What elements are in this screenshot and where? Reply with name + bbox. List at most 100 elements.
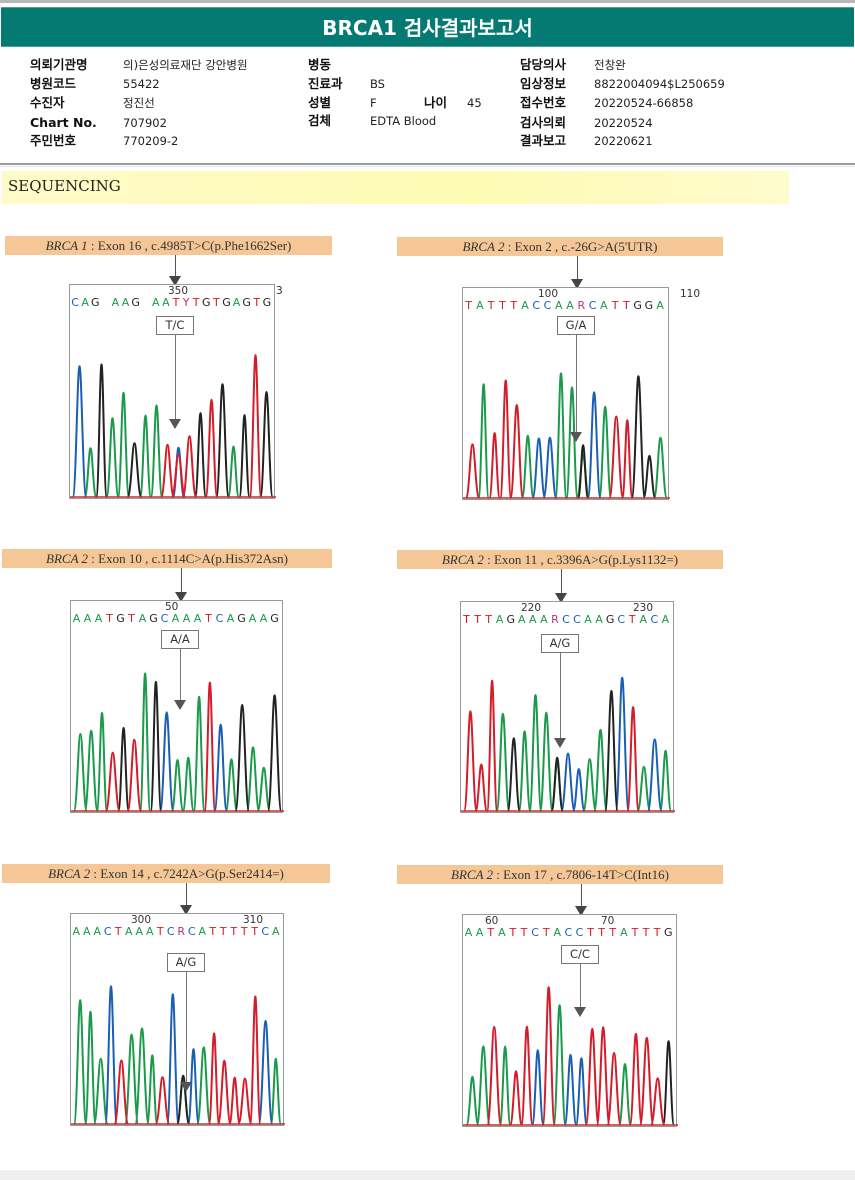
field-label: 진료과 [308,76,343,91]
base-call: A [661,613,670,626]
call-pointer-arrow-icon [174,700,186,710]
base-call: T [653,926,661,939]
base-call: A [198,925,207,938]
base-call: C [588,299,597,312]
base-call: A [540,613,548,626]
base-call: C [617,613,626,626]
base-call: A [248,612,257,625]
field-label: 검체 [308,113,332,128]
variant-description: : Exon 11 , c.3396A>G(p.Lys1132=) [483,552,679,567]
base-call: T [642,926,650,939]
base-call: G [149,612,158,625]
call-pointer-line [175,335,176,420]
base-call: G [116,612,125,625]
base-call: G [506,613,515,626]
base-call: C [71,296,79,309]
base-call: T [487,926,495,939]
call-pointer-line [560,653,561,739]
bottom-strip [0,1170,855,1180]
variant-description: : Exon 14 , c.7242A>G(p.Ser2414=) [90,866,284,881]
genotype-call: T/C [156,316,194,335]
call-pointer-arrow-icon [574,1007,586,1017]
base-call: C [160,612,169,625]
trace-plot [71,985,285,1125]
gene-name: BRCA 2 [462,239,505,254]
base-call: A [464,926,473,939]
base-call: A [124,925,133,938]
base-call: A [111,296,120,309]
trace-g [95,363,274,498]
variant-label: BRCA 2 : Exon 2 , c.-26G>A(5'UTR) [397,237,723,256]
base-call: T [230,925,238,938]
field-value: BS [370,77,385,91]
chromatogram: 60 70 A A T A T T C T A C C T T T A T T T G [462,914,678,1127]
base-call: T [465,299,472,312]
base-call: T [156,925,164,938]
base-call: A [83,612,92,625]
base-call: T [510,299,518,312]
base-call: A [145,925,154,938]
base-call: A [476,299,484,312]
variant-description: : Exon 16 , c.4985T>C(p.Phe1662Ser) [87,238,292,253]
base-call: A [138,612,147,625]
base-call: C [103,925,112,938]
position-label: 230 [633,602,654,614]
field-label: 임상정보 [520,76,567,91]
trace-plot [461,676,675,812]
base-call: A [72,925,81,938]
chromatogram: 220 230 T T T A G A A A R C C A A G C T A C A [460,601,675,813]
arrow-head-icon [575,906,587,916]
base-call: G [237,612,246,625]
base-call: A [498,926,506,939]
base-call: A [553,926,562,939]
field-label: 담당의사 [520,57,567,72]
base-call: C [187,925,196,938]
arrow-head-icon [555,593,567,603]
base-call: G [202,296,211,309]
base-call: T [212,296,220,309]
position-arrow [581,884,582,907]
base-call: A [620,926,628,939]
base-call: A [656,299,664,312]
call-pointer-arrow-icon [180,1082,192,1092]
base-call: A [595,613,603,626]
base-call: A [529,613,537,626]
trace-c [159,711,228,812]
base-call: A [566,299,574,312]
base-call: G [605,613,615,626]
field-label: 성별 [308,95,332,110]
arrow-head-icon [169,276,181,286]
position-label: 100 [538,288,559,300]
position-label: 70 [601,915,615,927]
gene-name: BRCA 2 [46,551,89,566]
genotype-call: A/G [541,634,579,653]
base-call: A [182,612,191,625]
base-call: A [81,296,89,309]
base-call: A [226,612,235,625]
base-call: T [487,299,495,312]
arrow-head-icon [180,905,192,915]
base-call: G [262,296,272,309]
position-label: 310 [243,914,264,926]
trace-t [113,995,262,1125]
call-pointer-line [186,972,187,1083]
chromatogram: 50 A A A T G T A G C A A A T C A G A A G [70,600,284,813]
base-call: A [521,299,529,312]
base-call: G [242,296,251,309]
position-label: 300 [131,914,152,926]
base-call: Y [182,296,190,309]
base-call: T [499,299,506,312]
variant-label: BRCA 1 : Exon 16 , c.4985T>C(p.Phe1662Se… [5,236,332,255]
base-call: T [474,613,481,626]
trace-g [506,689,619,812]
base-call: T [251,925,259,938]
field-label: 수진자 [30,95,65,110]
genotype-call: G/A [557,316,595,335]
base-call: G [633,299,642,312]
trace-g [117,680,283,812]
base-call: C [543,299,552,312]
field-label: 병동 [308,57,332,72]
genotype-call: A/A [161,630,199,649]
